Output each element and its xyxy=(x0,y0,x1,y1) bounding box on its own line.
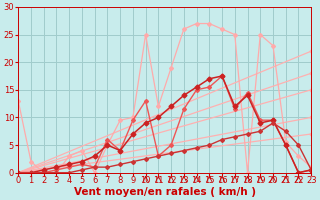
X-axis label: Vent moyen/en rafales ( km/h ): Vent moyen/en rafales ( km/h ) xyxy=(74,187,256,197)
